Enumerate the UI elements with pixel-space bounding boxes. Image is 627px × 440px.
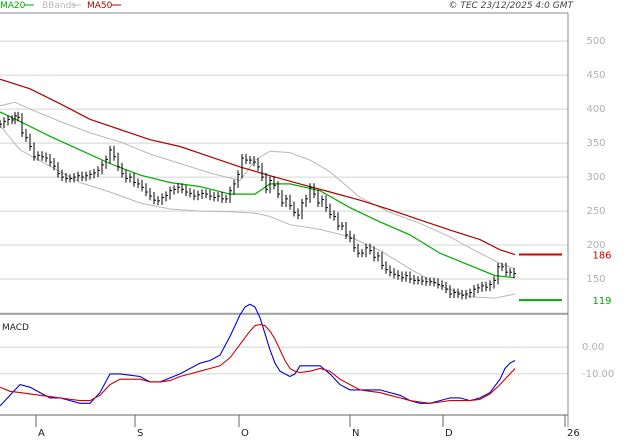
price-y-tick-label: 500 [586, 36, 605, 47]
macd-panel-title: MACD [2, 323, 29, 333]
x-tick-label: O [241, 428, 249, 439]
macd-y-axis-ticks: 0.00 -10.00 [582, 342, 614, 380]
macd-y-tick-label: 0.00 [582, 342, 604, 353]
header-legend: MA20 BBands MA50 [0, 1, 121, 11]
x-tick-label: N [352, 428, 359, 439]
macd-y-tick-label: -10.00 [582, 369, 614, 380]
bbands-lower-line [0, 125, 516, 299]
price-y-tick-label: 450 [586, 70, 605, 81]
price-y-tick-label: 200 [586, 240, 605, 251]
level-marker-label: 119 [592, 296, 611, 307]
price-y-tick-label: 150 [586, 274, 605, 285]
x-tick-label: A [38, 428, 45, 439]
x-tick-label: S [137, 428, 143, 439]
legend-ma20-label: MA20 [0, 1, 26, 11]
price-y-tick-label: 300 [586, 172, 605, 183]
legend-ma50-label: MA50 [87, 1, 113, 11]
bbands-upper-line [0, 101, 516, 270]
price-gridlines [0, 40, 568, 314]
level-marker-label: 186 [592, 251, 611, 262]
copyright-text: © TEC 23/12/2025 4:0 GMT [448, 1, 574, 11]
price-y-tick-label: 250 [586, 206, 605, 217]
x-tick-label: 26 [567, 428, 580, 439]
x-tick-label: D [445, 428, 453, 439]
legend-bbands-label: BBands [42, 1, 76, 11]
ma50-line [0, 78, 516, 256]
price-y-tick-label: 350 [586, 138, 605, 149]
level-markers: 186 119 [519, 251, 612, 307]
price-panel-series [0, 78, 516, 300]
ma20-line [0, 111, 516, 279]
x-axis-ticks: A S O N D 26 [35, 415, 580, 439]
macd-panel-series [0, 303, 516, 407]
price-y-tick-label: 400 [586, 104, 605, 115]
macd-signal-line [0, 323, 516, 404]
price-y-axis-ticks: 150 200 250 300 350 400 450 500 [586, 36, 605, 285]
